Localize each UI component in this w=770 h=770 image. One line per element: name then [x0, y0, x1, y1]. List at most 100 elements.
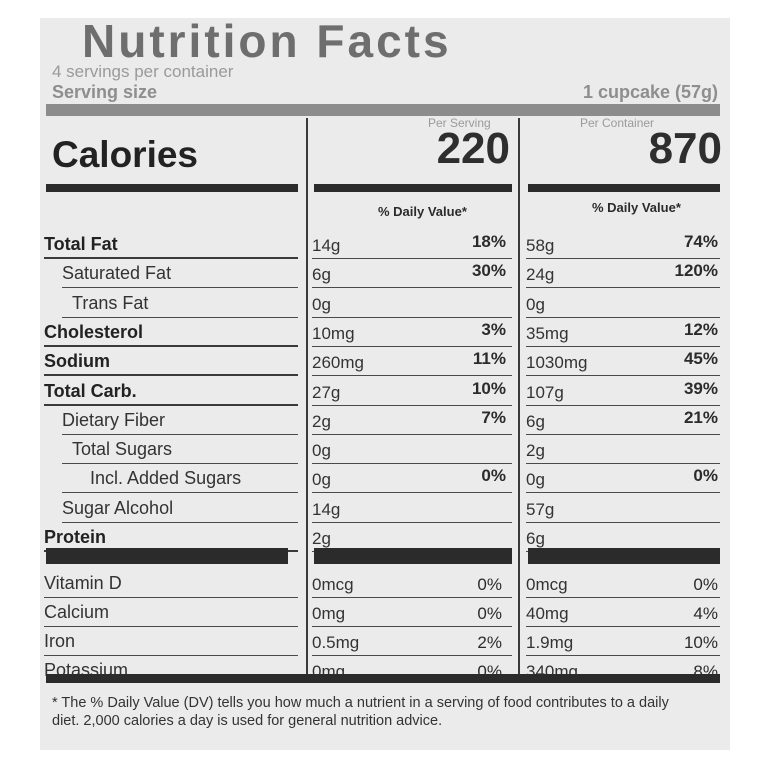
row-divider-left — [62, 316, 298, 318]
vitamin-name: Calcium — [44, 602, 110, 622]
container-daily-value: 12% — [683, 319, 718, 339]
thick-divider — [46, 104, 720, 116]
row-divider-right — [526, 626, 720, 627]
nutrient-name: Sugar Alcohol — [62, 497, 174, 518]
nutrient-row: Incl. Added Sugars 0g 0% 0g 0% — [40, 464, 730, 494]
vitamin-bar-right — [528, 548, 720, 564]
serving-daily-value: 0% — [481, 466, 506, 486]
calories-bar-right — [528, 184, 720, 192]
serving-amount: 6g — [312, 265, 331, 285]
vitamin-row: Vitamin D 0mcg 0% 0mcg 0% — [40, 569, 730, 598]
container-amount: 57g — [526, 499, 555, 519]
nutrient-name: Protein — [44, 527, 107, 547]
container-daily-value: 39% — [683, 378, 718, 398]
row-divider-middle — [312, 345, 512, 347]
container-amount: 58g — [526, 236, 555, 255]
nutrient-name: Cholesterol — [44, 321, 144, 342]
row-divider-right — [526, 521, 720, 523]
row-divider-right — [526, 463, 720, 465]
calories-per-serving: 220 — [436, 124, 510, 173]
container-amount: 0g — [526, 470, 545, 490]
nutrient-row: Saturated Fat 6g 30% 24g 120% — [40, 259, 730, 289]
row-divider-middle — [312, 626, 512, 627]
row-divider-middle — [312, 492, 512, 494]
row-divider-middle — [312, 521, 512, 523]
row-divider-middle — [312, 375, 512, 377]
container-amount: 0g — [526, 294, 545, 314]
row-divider-right — [526, 287, 720, 289]
vitamin-bar-middle — [314, 548, 512, 564]
row-divider-left — [44, 597, 298, 598]
serving-daily-value: 10% — [471, 378, 506, 398]
row-divider-right — [526, 345, 720, 347]
container-daily-value: 0% — [693, 466, 718, 486]
row-divider-right — [526, 258, 720, 259]
nutrient-name: Total Fat — [44, 234, 118, 254]
serving-daily-value: 18% — [471, 232, 506, 251]
container-daily-value: 120% — [674, 261, 718, 281]
nutrient-row: Sodium 260mg 11% 1030mg 45% — [40, 347, 730, 377]
per-serving-label: Per Serving — [428, 116, 491, 130]
nutrient-row: Total Carb. 27g 10% 107g 39% — [40, 377, 730, 406]
serving-daily-value: 0% — [477, 575, 502, 594]
nutrient-row: Trans Fat 0g 0g — [40, 289, 730, 318]
container-amount: 6g — [526, 529, 545, 548]
container-amount: 35mg — [526, 323, 569, 343]
serving-size-value: 1 cupcake (57g) — [582, 82, 718, 102]
row-divider-middle — [312, 258, 512, 259]
serving-amount: 0mcg — [312, 575, 354, 594]
column-divider-serving — [306, 118, 308, 678]
container-daily-value: 21% — [683, 407, 718, 427]
row-divider-left — [62, 463, 298, 465]
row-divider-right — [526, 404, 720, 406]
serving-amount: 14g — [312, 236, 341, 255]
serving-size-label: Serving size — [52, 82, 158, 102]
row-divider-middle — [312, 316, 512, 318]
label-title: Nutrition Facts — [82, 15, 452, 67]
row-divider-middle — [312, 287, 512, 289]
container-amount: 107g — [526, 382, 564, 402]
serving-amount: 10mg — [312, 323, 355, 343]
nutrient-name: Trans Fat — [72, 292, 149, 313]
container-amount: 1030mg — [526, 353, 588, 373]
row-divider-left — [44, 403, 298, 406]
row-divider-middle — [312, 655, 512, 656]
calories-label: Calories — [52, 134, 199, 175]
nutrient-name: Total Sugars — [72, 439, 173, 460]
daily-value-header-container: % Daily Value* — [592, 200, 681, 215]
serving-amount: 0mg — [312, 604, 346, 623]
serving-amount: 0g — [312, 294, 331, 314]
serving-daily-value: 7% — [481, 407, 506, 427]
footnote: * The % Daily Value (DV) tells you how m… — [52, 695, 669, 729]
column-divider-container — [518, 118, 520, 678]
row-divider-left — [44, 626, 298, 627]
serving-daily-value: 30% — [471, 261, 506, 281]
vitamin-bar-left — [46, 548, 288, 564]
row-divider-left — [44, 655, 298, 656]
nutrient-row: Sugar Alcohol 14g 57g — [40, 494, 730, 523]
calories-bar-left — [46, 184, 298, 192]
row-divider-left — [62, 521, 298, 523]
vitamin-name: Iron — [44, 631, 76, 651]
calories-bar-middle — [314, 184, 512, 192]
serving-daily-value: 11% — [472, 349, 506, 369]
row-divider-left — [44, 344, 298, 347]
calories-per-container: 870 — [648, 124, 722, 173]
row-divider-right — [526, 433, 720, 435]
container-amount: 24g — [526, 265, 555, 285]
nutrient-name: Dietary Fiber — [62, 409, 166, 430]
row-divider-right — [526, 492, 720, 494]
container-daily-value: 0% — [693, 575, 718, 594]
serving-amount: 2g — [312, 411, 331, 431]
container-amount: 2g — [526, 441, 545, 461]
nutrient-name: Saturated Fat — [62, 263, 172, 284]
container-daily-value: 45% — [683, 349, 718, 369]
serving-daily-value: 3% — [481, 319, 506, 339]
vitamin-row: Iron 0.5mg 2% 1.9mg 10% — [40, 627, 730, 656]
serving-amount: 14g — [312, 499, 341, 519]
row-divider-right — [526, 655, 720, 656]
vitamin-name: Vitamin D — [44, 573, 122, 593]
serving-daily-value: 0% — [477, 604, 502, 623]
serving-amount: 0g — [312, 470, 331, 490]
row-divider-left — [62, 433, 298, 435]
